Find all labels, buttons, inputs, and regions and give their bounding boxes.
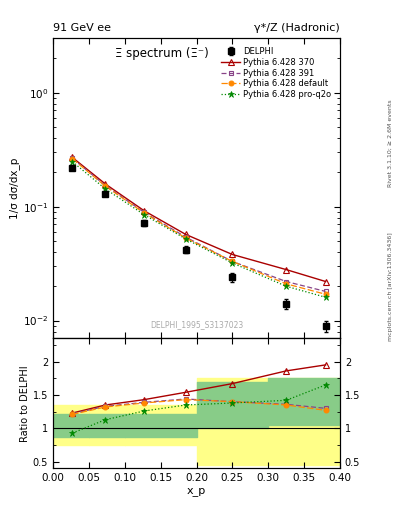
Pythia 6.428 391 — [230, 259, 235, 265]
Pythia 6.428 default — [230, 259, 235, 265]
Pythia 6.428 391 — [70, 155, 75, 161]
Pythia 6.428 391 — [184, 234, 188, 240]
Y-axis label: Ratio to DELPHI: Ratio to DELPHI — [20, 365, 30, 442]
Text: γ*/Z (Hadronic): γ*/Z (Hadronic) — [254, 23, 340, 33]
Line: Pythia 6.428 370: Pythia 6.428 370 — [70, 155, 329, 284]
Pythia 6.428 370 — [70, 155, 75, 161]
Pythia 6.428 default — [323, 291, 328, 297]
Pythia 6.428 370 — [103, 181, 108, 187]
Legend: DELPHI, Pythia 6.428 370, Pythia 6.428 391, Pythia 6.428 default, Pythia 6.428 p: DELPHI, Pythia 6.428 370, Pythia 6.428 3… — [220, 46, 333, 100]
Pythia 6.428 pro-q2o — [142, 211, 147, 218]
Line: Pythia 6.428 391: Pythia 6.428 391 — [70, 156, 328, 294]
Pythia 6.428 370 — [284, 267, 288, 273]
Text: Rivet 3.1.10; ≥ 2.6M events: Rivet 3.1.10; ≥ 2.6M events — [388, 99, 393, 187]
Text: Ξ spectrum (Ξ⁻): Ξ spectrum (Ξ⁻) — [115, 48, 209, 60]
Pythia 6.428 default — [184, 235, 188, 241]
Pythia 6.428 pro-q2o — [284, 283, 288, 289]
Y-axis label: 1/σ dσ/dx_p: 1/σ dσ/dx_p — [9, 158, 20, 219]
Pythia 6.428 391 — [103, 182, 108, 188]
Pythia 6.428 pro-q2o — [103, 186, 108, 192]
Line: Pythia 6.428 pro-q2o: Pythia 6.428 pro-q2o — [69, 158, 329, 301]
Pythia 6.428 default — [103, 183, 108, 189]
Pythia 6.428 default — [142, 210, 147, 216]
Pythia 6.428 370 — [323, 279, 328, 285]
Pythia 6.428 pro-q2o — [323, 294, 328, 301]
Pythia 6.428 pro-q2o — [184, 236, 188, 242]
Pythia 6.428 370 — [142, 208, 147, 214]
Pythia 6.428 default — [284, 281, 288, 287]
Text: DELPHI_1995_S3137023: DELPHI_1995_S3137023 — [150, 320, 243, 329]
Pythia 6.428 370 — [184, 231, 188, 238]
Pythia 6.428 391 — [284, 279, 288, 285]
Text: 91 GeV ee: 91 GeV ee — [53, 23, 111, 33]
Pythia 6.428 391 — [142, 209, 147, 216]
Pythia 6.428 default — [70, 156, 75, 162]
Line: Pythia 6.428 default: Pythia 6.428 default — [70, 156, 328, 296]
Pythia 6.428 pro-q2o — [230, 260, 235, 266]
Pythia 6.428 391 — [323, 288, 328, 294]
Text: mcplots.cern.ch [arXiv:1306.3436]: mcplots.cern.ch [arXiv:1306.3436] — [388, 232, 393, 341]
Pythia 6.428 370 — [230, 251, 235, 258]
X-axis label: x_p: x_p — [187, 486, 206, 496]
Pythia 6.428 pro-q2o — [70, 159, 75, 165]
